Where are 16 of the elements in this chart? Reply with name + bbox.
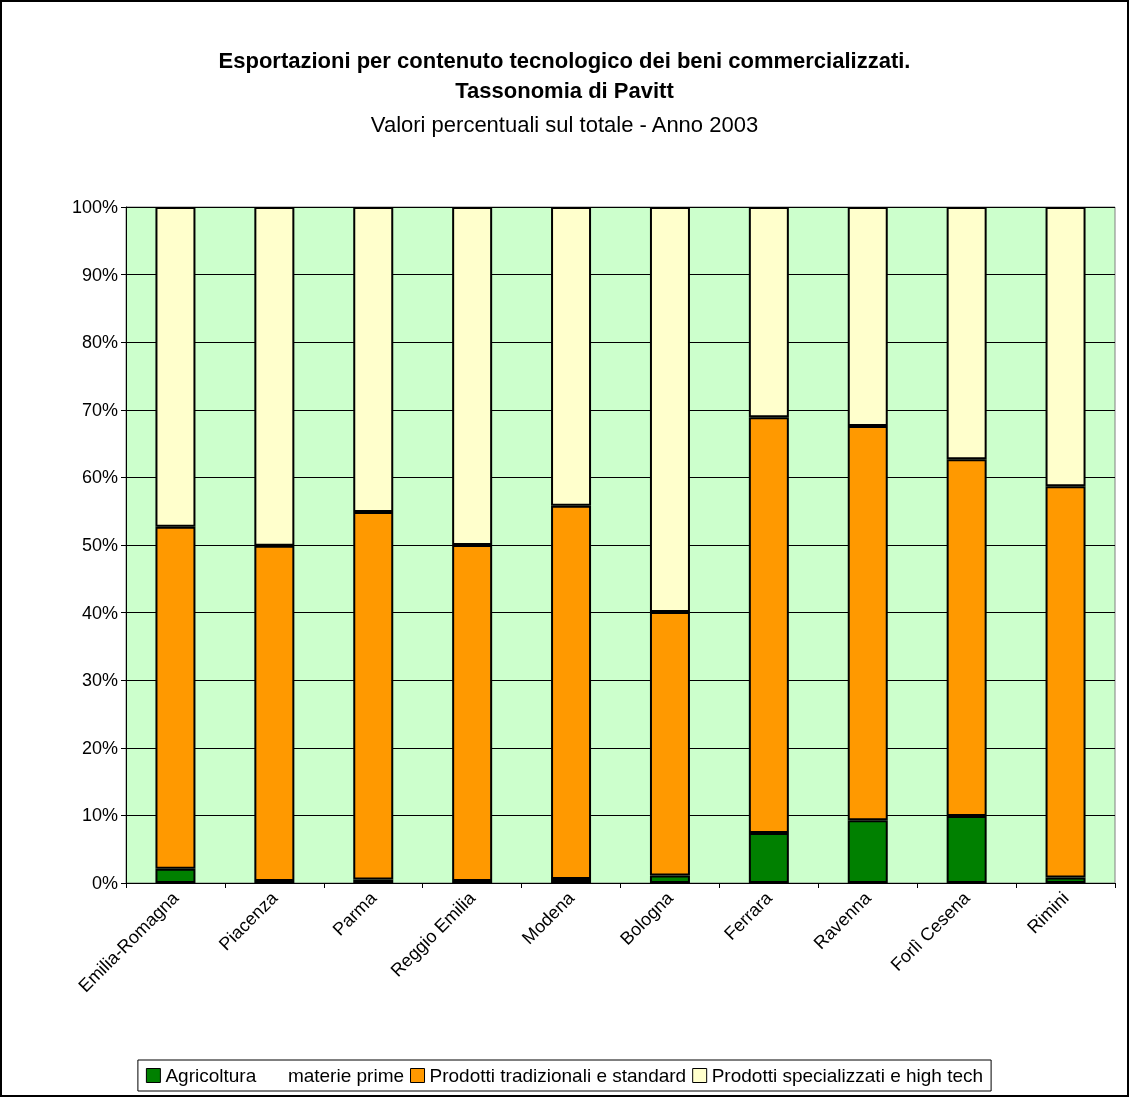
y-tick-label: 10% <box>81 805 118 826</box>
legend-label: Agricoltura materie prime <box>165 1065 405 1086</box>
legend-label: Prodotti specializzati e high tech <box>711 1065 984 1086</box>
y-tick-label: 30% <box>81 670 118 691</box>
y-tick-label: 80% <box>81 332 118 353</box>
y-tick-label: 20% <box>81 737 118 758</box>
y-tick-label: 70% <box>81 399 118 420</box>
y-tick-label: 100% <box>71 197 118 217</box>
chart-title: Esportazioni per contenuto tecnologico dei beni commercializzati. Tassonomia di Pavitt <box>218 47 911 103</box>
y-tick-label: 60% <box>81 467 118 488</box>
y-tick-label: 50% <box>81 535 118 555</box>
y-tick-label: 40% <box>81 602 118 623</box>
chart-subtitle: Valori percentuali sul totale - Anno 2003 <box>370 111 759 137</box>
legend-label: Prodotti tradizionali e standard <box>429 1065 687 1086</box>
y-tick-label: 0% <box>91 873 118 893</box>
y-tick-label: 90% <box>81 264 118 285</box>
